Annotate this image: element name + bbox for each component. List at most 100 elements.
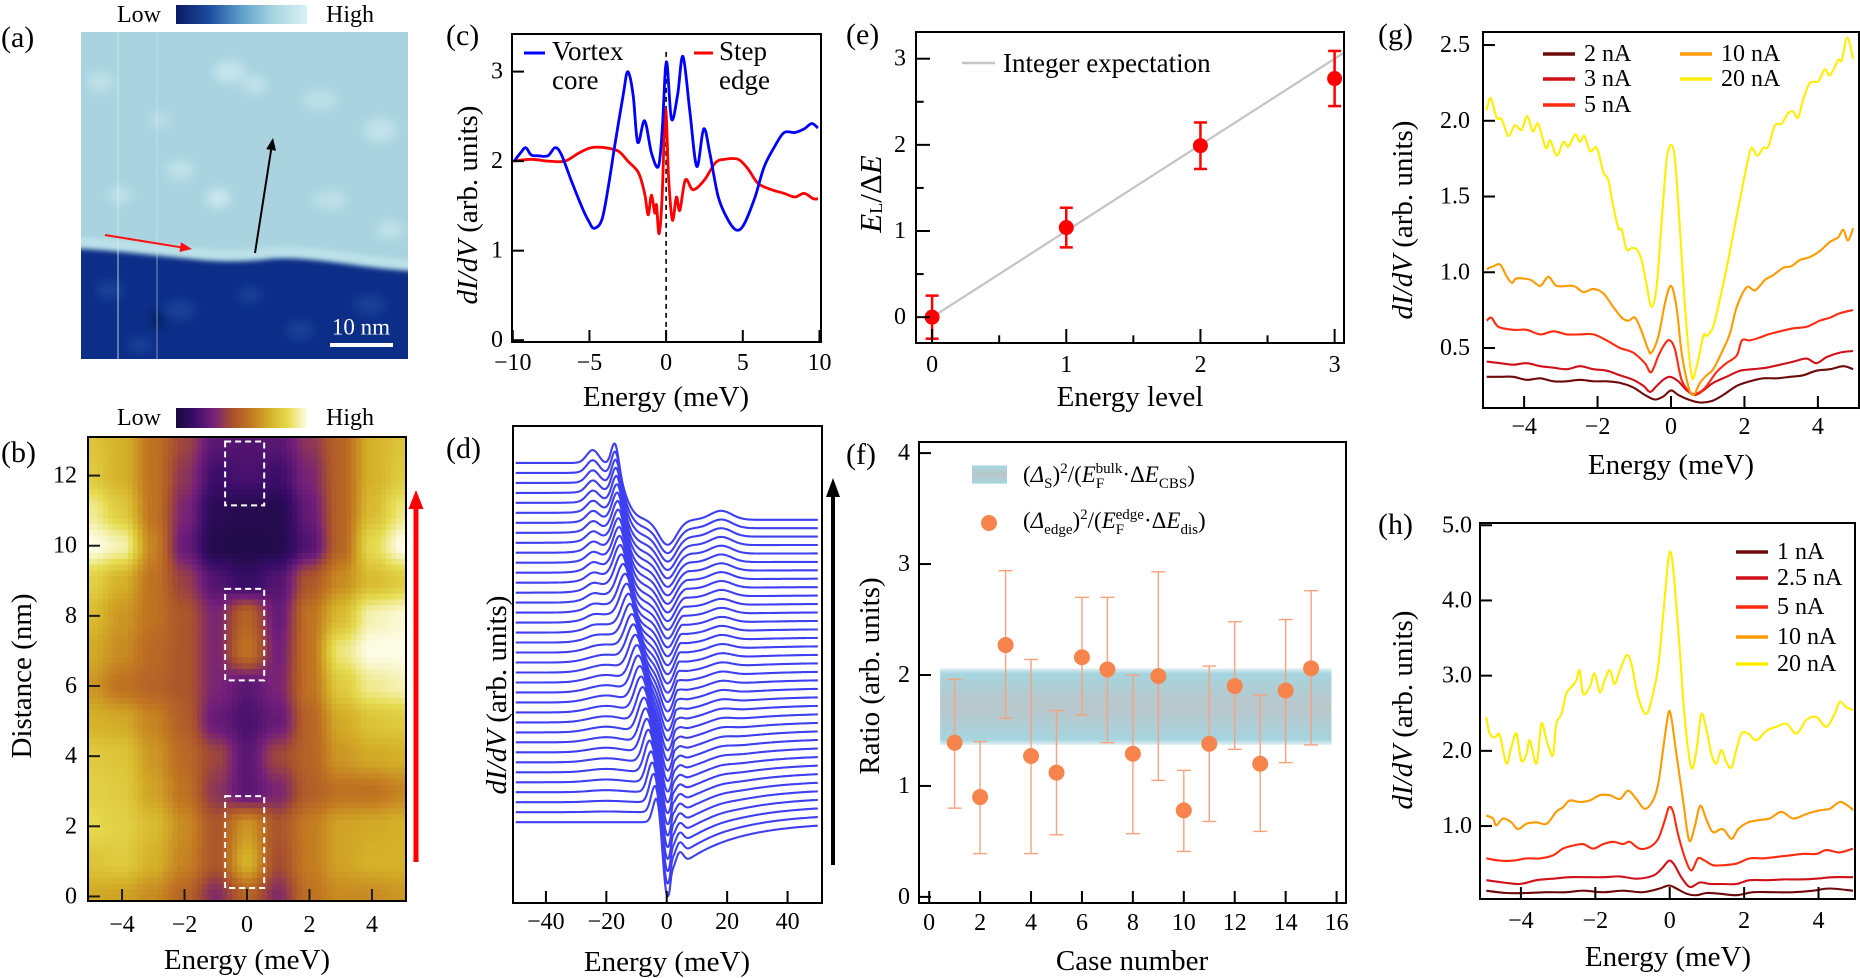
heatmap-cell	[271, 790, 278, 798]
heatmap-cell	[301, 854, 308, 861]
heatmap-cell	[187, 767, 193, 774]
heatmap-cell	[232, 628, 238, 635]
heatmap-cell	[177, 819, 184, 827]
heatmap-cell	[301, 628, 308, 635]
heatmap-cell	[112, 715, 119, 722]
heatmap-cell	[336, 634, 343, 641]
heatmap-cell	[117, 790, 124, 798]
heatmap-cell	[376, 570, 382, 577]
heatmap-cell	[217, 518, 223, 525]
heatmap-cell	[127, 564, 134, 571]
heatmap-cell	[276, 593, 283, 600]
heatmap-cell	[286, 437, 293, 444]
heatmap-cell	[202, 489, 208, 496]
heatmap-cell	[266, 709, 273, 716]
heatmap-cell	[122, 564, 129, 571]
heatmap-cell	[381, 877, 387, 885]
heatmap-cell	[251, 605, 258, 612]
heatmap-cell	[316, 448, 323, 455]
heatmap-cell	[286, 698, 293, 705]
heatmap-cell	[132, 466, 139, 473]
heatmap-cell	[247, 460, 253, 467]
heatmap-cell	[88, 779, 94, 786]
heatmap-cell	[331, 767, 338, 774]
heatmap-cell	[356, 518, 362, 525]
heatmap-cell	[336, 721, 343, 728]
heatmap-cell	[122, 669, 129, 676]
heatmap-cell	[102, 819, 109, 827]
heatmap-cell	[232, 779, 238, 786]
heatmap-cell	[227, 680, 233, 687]
heatmap-cell	[401, 721, 406, 728]
heatmap-cell	[227, 819, 233, 827]
heatmap-cell	[266, 877, 273, 885]
heatmap-cell	[232, 692, 238, 699]
heatmap-cell	[112, 866, 119, 873]
heatmap-cell	[251, 692, 258, 699]
heatmap-cell	[401, 773, 406, 780]
heatmap-cell	[306, 843, 313, 850]
heatmap-cell	[321, 593, 328, 600]
heatmap-cell	[281, 657, 288, 664]
heatmap-cell	[376, 558, 382, 566]
heatmap-cell	[276, 848, 283, 856]
heatmap-cell	[117, 860, 124, 867]
heatmap-cell	[331, 756, 338, 763]
heatmap-cell	[271, 645, 278, 653]
heatmap-cell	[256, 866, 263, 873]
heatmap-cell	[291, 442, 298, 450]
heatmap-cell	[331, 854, 338, 861]
heatmap-cell	[291, 651, 298, 658]
heatmap-cell	[197, 483, 203, 490]
heatmap-cell	[147, 593, 154, 600]
heatmap-cell	[142, 802, 149, 809]
heatmap-cell	[316, 703, 323, 711]
heatmap-cell	[346, 512, 352, 519]
heatmap-cell	[212, 628, 218, 635]
heatmap-cell	[356, 750, 362, 757]
heatmap-cell	[217, 460, 223, 467]
heatmap-cell	[271, 877, 278, 885]
heatmap-cell	[192, 460, 198, 467]
heatmap-cell	[311, 674, 318, 682]
heatmap-cell	[152, 541, 159, 548]
heatmap-cell	[142, 495, 149, 502]
heatmap-cell	[386, 727, 392, 734]
heatmap-cell	[291, 866, 298, 873]
heatmap-cell	[326, 524, 333, 531]
heatmap-cell	[92, 785, 99, 792]
heatmap-cell	[286, 628, 293, 635]
heatmap-cell	[157, 709, 164, 716]
heatmap-cell	[291, 448, 298, 455]
heatmap-cell	[207, 814, 213, 821]
heatmap-cell	[266, 553, 273, 560]
heatmap-cell	[177, 860, 184, 867]
heatmap-cell	[281, 802, 288, 809]
heatmap-cell	[366, 744, 372, 751]
heatmap-cell	[142, 883, 149, 890]
heatmap-cell	[346, 866, 352, 873]
heatmap-cell	[112, 640, 119, 647]
heatmap-cell	[376, 715, 382, 722]
heatmap-cell	[346, 674, 352, 682]
heatmap-cell	[187, 732, 193, 740]
heatmap-cell	[366, 547, 372, 554]
heatmap-cell	[232, 785, 238, 792]
heatmap-cell	[112, 489, 119, 496]
heatmap-cell	[112, 785, 119, 792]
heatmap-cell	[102, 477, 109, 484]
heatmap-cell	[92, 535, 99, 542]
heatmap-cell	[222, 495, 228, 502]
heatmap-cell	[242, 877, 248, 885]
heatmap-cell	[242, 738, 248, 745]
heatmap-cell	[306, 825, 313, 832]
heatmap-cell	[237, 437, 243, 444]
heatmap-cell	[286, 500, 293, 508]
heatmap-cell	[172, 524, 179, 531]
heatmap-cell	[232, 466, 238, 473]
heatmap-cell	[197, 773, 203, 780]
heatmap-cell	[381, 564, 387, 571]
heatmap-cell	[361, 674, 367, 682]
heatmap-cell	[266, 605, 273, 612]
heatmap-cell	[182, 651, 188, 658]
